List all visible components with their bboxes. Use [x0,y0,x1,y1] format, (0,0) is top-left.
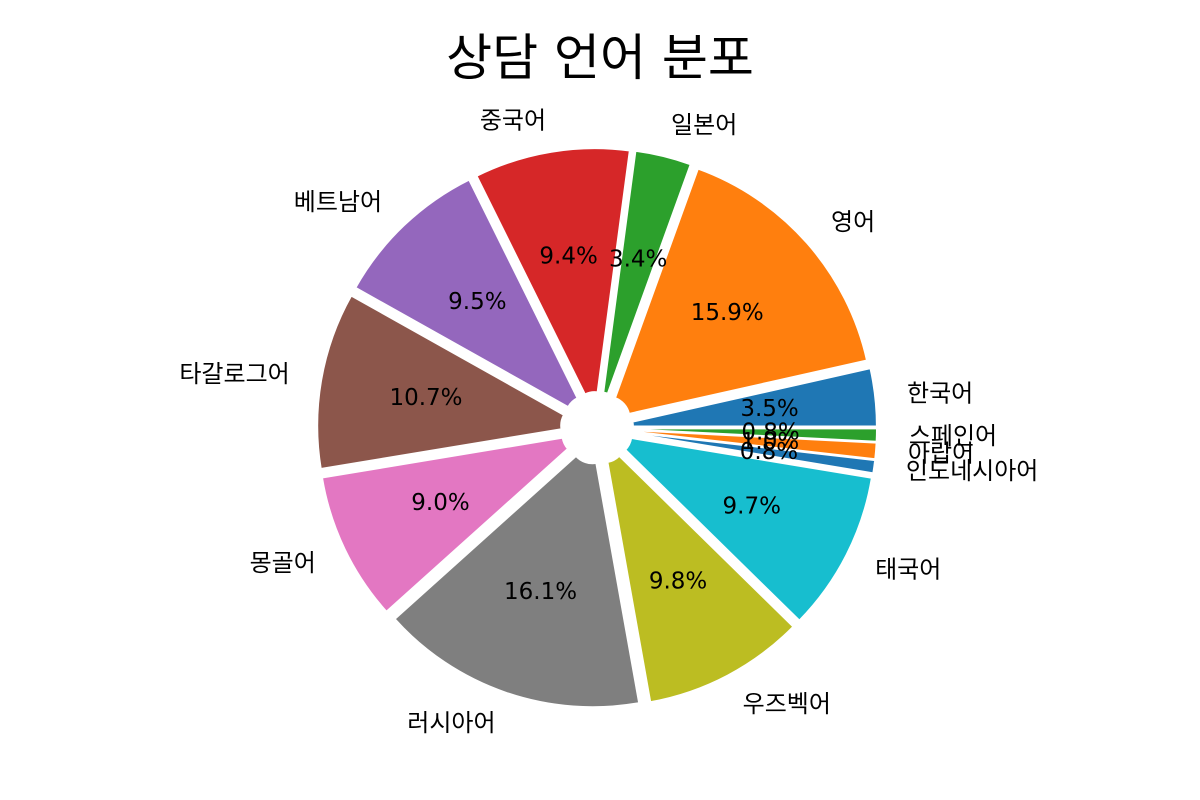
pie-category-label: 러시아어 [407,709,495,737]
pie-percent-label: 9.0% [411,490,469,516]
pie-category-label: 타갈로그어 [179,360,289,388]
pie-slice [631,367,878,428]
pie-percent-labels: 3.5% 15.9% 3.4% 9.4% 9.5% 10.7% 9.0% 16.1% 9.8% 9… [389,244,799,605]
pie-percent-label: 3.4% [609,246,667,272]
pie-slice [320,436,570,614]
pie-slice [393,454,641,709]
pie-category-label: 우즈벡어 [743,690,831,718]
pie-slice [316,294,566,471]
pie-category-label: 스페인어 [909,422,997,450]
chart-title: 상담 언어 분포 [446,29,754,87]
pie-slice [353,178,579,409]
pie-percent-label: 9.5% [448,289,506,315]
pie-percent-label: 9.8% [649,569,707,595]
pie-percent-label: 9.7% [723,494,781,520]
pie-percent-label: 0.8% [740,439,798,465]
pie-slice [613,167,869,416]
pie-category-label: 몽골어 [250,549,316,577]
pie-percent-label: 1.0% [741,429,799,455]
pie-category-label: 인도네시아어 [906,457,1038,485]
pie-category-label: 태국어 [875,555,941,583]
pie-percent-label: 10.7% [389,385,462,411]
pie-percent-label: 16.1% [504,579,577,605]
pie-percent-label: 15.9% [691,300,764,326]
pie-slice [623,436,874,623]
pie-slices [316,147,878,709]
pie-category-label: 아랍어 [908,440,974,468]
pie-category-label: 영어 [831,208,875,236]
pie-percent-label: 3.5% [740,396,798,422]
pie-category-label: 중국어 [480,106,546,134]
pie-slice [631,427,878,443]
pie-category-label: 베트남어 [294,188,382,216]
pie-category-label: 일본어 [671,111,737,139]
pie-slice [602,149,693,395]
pie-slice [475,147,631,396]
pie-percent-label: 9.4% [539,244,597,270]
pie-slice [606,454,795,704]
pie-percent-label: 0.8% [741,419,799,445]
pie-category-label: 한국어 [907,380,973,408]
